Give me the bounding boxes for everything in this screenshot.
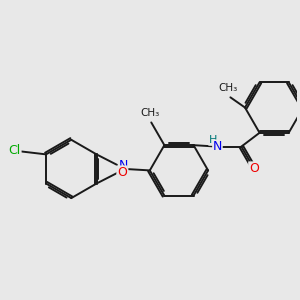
- Text: O: O: [249, 162, 259, 175]
- Text: N: N: [118, 159, 128, 172]
- Text: CH₃: CH₃: [218, 83, 238, 93]
- Text: Cl: Cl: [9, 144, 21, 158]
- Text: O: O: [117, 166, 127, 179]
- Text: H: H: [209, 135, 217, 145]
- Text: CH₃: CH₃: [140, 108, 159, 118]
- Text: N: N: [213, 140, 222, 153]
